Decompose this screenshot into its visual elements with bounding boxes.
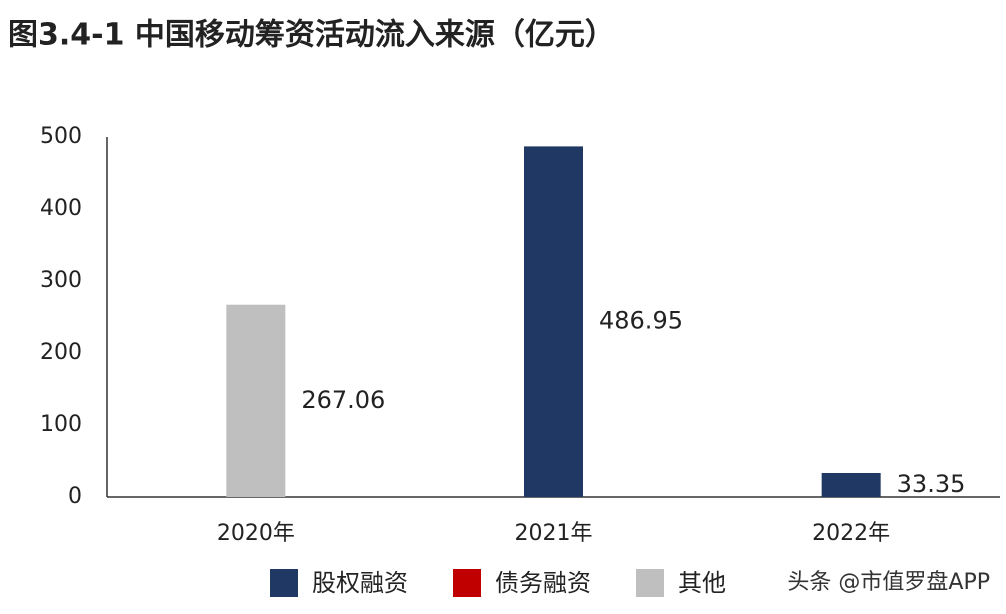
y-tick-label: 400 — [40, 196, 82, 221]
bar — [226, 304, 286, 497]
y-tick-label: 0 — [68, 484, 82, 509]
y-tick-label: 500 — [40, 124, 82, 149]
legend-swatch — [270, 569, 298, 597]
bar — [821, 472, 881, 497]
watermark: 头条 @市值罗盘APP — [787, 570, 990, 595]
chart-title: 图3.4-1 中国移动筹资活动流入来源（亿元） — [8, 18, 615, 53]
value-label: 486.95 — [599, 307, 683, 335]
value-label: 33.35 — [897, 470, 966, 498]
bar — [524, 146, 583, 497]
x-tick-label: 2020年 — [217, 521, 295, 546]
legend-swatch — [636, 569, 664, 597]
y-tick-label: 200 — [40, 340, 82, 365]
y-tick-label: 100 — [40, 412, 82, 437]
legend-swatch — [453, 569, 481, 597]
x-tick-label: 2021年 — [515, 521, 593, 546]
legend-label: 股权融资 — [312, 569, 408, 597]
legend-label: 其他 — [678, 569, 726, 597]
y-tick-label: 300 — [40, 268, 82, 293]
value-label: 267.06 — [301, 386, 385, 414]
legend-label: 债务融资 — [495, 569, 591, 597]
x-tick-label: 2022年 — [812, 521, 890, 546]
